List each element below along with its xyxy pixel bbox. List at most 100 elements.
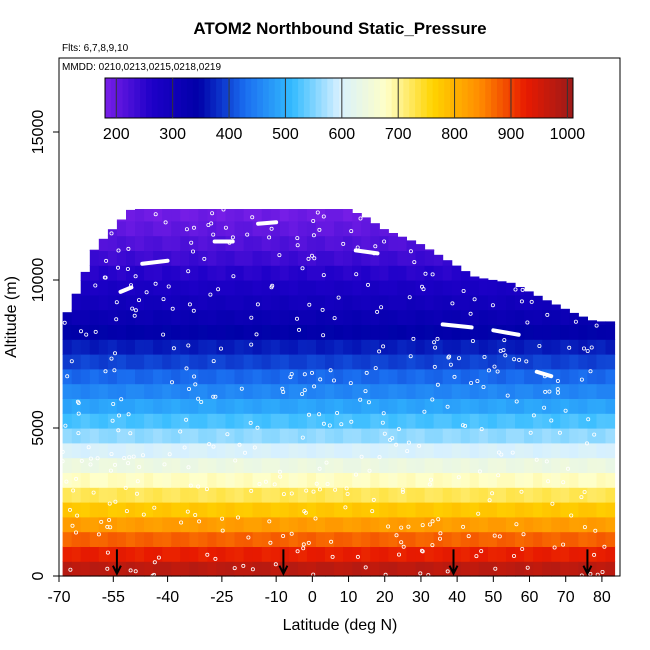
colorbar-bin (391, 78, 398, 118)
heatmap-cell (379, 354, 389, 370)
heatmap-cell (515, 546, 525, 562)
heatmap-cell (370, 280, 380, 296)
heatmap-cell (126, 442, 136, 459)
heatmap-cell (451, 294, 462, 311)
heatmap-cell (153, 546, 163, 562)
sample-point (267, 519, 272, 524)
heatmap-cell (243, 309, 254, 325)
sample-point (192, 374, 197, 379)
x-axis-label: Latitude (deg N) (283, 617, 398, 634)
heatmap-cell (587, 413, 597, 429)
heatmap-cell (135, 487, 145, 503)
heatmap-cell (442, 442, 453, 459)
heatmap-cell (370, 235, 380, 251)
heatmap-cell (406, 368, 417, 385)
heatmap-cell (343, 220, 353, 237)
heatmap-cell (180, 531, 190, 547)
heatmap-cell (153, 339, 163, 355)
heatmap-cell (270, 309, 281, 325)
heatmap-cell (415, 383, 426, 399)
sample-point (324, 460, 329, 465)
heatmap-cell (144, 546, 154, 562)
sample-point (68, 507, 73, 512)
heatmap-cell (397, 457, 407, 473)
heatmap-cell (89, 398, 100, 414)
heatmap-cell (569, 561, 579, 577)
heatmap-cell (551, 472, 561, 488)
heatmap-cell (261, 413, 272, 429)
heatmap-cell (343, 442, 353, 459)
heatmap-cell (515, 339, 525, 355)
sample-point (204, 487, 209, 492)
heatmap-cell (388, 233, 398, 237)
heatmap-cell (478, 531, 489, 547)
heatmap-cell (542, 502, 552, 518)
sample-point (205, 552, 210, 557)
sample-point (355, 554, 360, 559)
colorbar-bin (292, 78, 299, 118)
heatmap-cell (207, 209, 217, 222)
heatmap-cell (388, 413, 398, 429)
colorbar-bin (526, 78, 533, 118)
colorbar-bin (175, 78, 182, 118)
heatmap-cell (533, 368, 543, 385)
sample-point (170, 306, 175, 311)
sample-point (88, 456, 93, 461)
heatmap-cell (406, 442, 417, 459)
heatmap-cell (316, 561, 326, 577)
heatmap-cell (506, 472, 516, 488)
sample-point (306, 412, 311, 417)
heatmap-cell (343, 294, 353, 311)
heatmap-cell (189, 472, 199, 488)
heatmap-cell (370, 413, 380, 429)
heatmap-cell (325, 368, 335, 385)
heatmap-cell (496, 561, 507, 577)
heatmap-cell (71, 294, 82, 311)
sample-point (492, 364, 497, 369)
heatmap-cell (252, 354, 263, 370)
heatmap-cell (89, 413, 100, 429)
heatmap-cell (533, 487, 543, 503)
sample-point (178, 429, 183, 434)
heatmap-cell (135, 413, 145, 429)
heatmap-cell (506, 531, 516, 547)
heatmap-cell (252, 280, 263, 296)
heatmap-cell (198, 265, 208, 281)
heatmap-cell (252, 502, 263, 518)
sample-point (60, 459, 65, 464)
heatmap-cell (261, 368, 272, 385)
heatmap-cell (551, 502, 561, 518)
sample-point (156, 555, 161, 560)
sample-point (133, 274, 138, 279)
colorbar-bin (257, 78, 264, 118)
heatmap-cell (325, 546, 335, 562)
sample-point (289, 491, 294, 496)
sample-point (317, 227, 322, 232)
heatmap-cell (153, 250, 163, 266)
heatmap-cell (451, 309, 462, 325)
heatmap-cell (469, 457, 480, 473)
heatmap-cell (533, 531, 543, 547)
heatmap-cell (469, 294, 480, 311)
sample-point (513, 287, 518, 292)
heatmap-cell (334, 428, 344, 444)
heatmap-cell (442, 561, 453, 577)
heatmap-cell (388, 398, 398, 414)
heatmap-cell (180, 398, 190, 414)
sample-point (394, 442, 399, 447)
heatmap-cell (451, 502, 462, 518)
heatmap-cell (361, 280, 371, 296)
heatmap-cell (306, 531, 317, 547)
heatmap-cell (89, 249, 100, 251)
heatmap-cell (270, 546, 281, 562)
sample-point (197, 519, 202, 524)
colorbar-bin (543, 78, 551, 118)
heatmap-cell (415, 531, 426, 547)
sample-point (123, 485, 128, 490)
heatmap-cell (297, 280, 308, 296)
heatmap-cell (316, 280, 326, 296)
sample-point (76, 411, 81, 416)
sample-point (503, 353, 508, 358)
sample-point (344, 486, 349, 491)
heatmap-cell (397, 294, 407, 311)
